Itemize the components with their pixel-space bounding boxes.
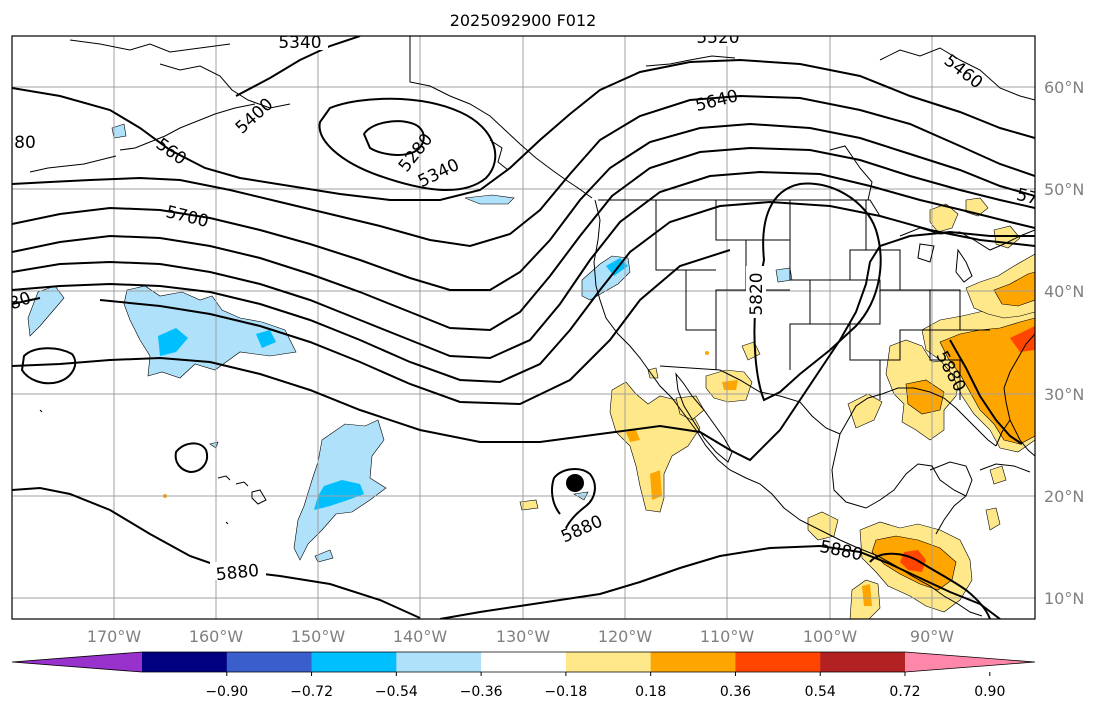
colorbar-tick-label: −0.36 bbox=[460, 684, 503, 700]
colorbar-tick-label: −0.54 bbox=[375, 684, 418, 700]
colorbar-swatch bbox=[735, 652, 821, 672]
lon-tick-90w: 90°W bbox=[910, 627, 954, 646]
colorbar-swatch bbox=[481, 652, 567, 672]
colorbar-swatch bbox=[311, 652, 397, 672]
longitude-tick-labels: 170°W 160°W 150°W 140°W 130°W 120°W 110°… bbox=[87, 627, 954, 646]
storm-center-dot bbox=[566, 474, 584, 492]
lon-tick-120w: 120°W bbox=[598, 627, 653, 646]
lon-tick-110w: 110°W bbox=[700, 627, 755, 646]
colorbar-tick-label: −0.18 bbox=[544, 684, 587, 700]
colorbar-under-arrow bbox=[12, 652, 142, 672]
colorbar-swatch bbox=[226, 652, 313, 672]
contour-label-80-left: 80 bbox=[14, 133, 36, 153]
lon-tick-150w: 150°W bbox=[291, 627, 346, 646]
map-frame bbox=[11, 35, 1036, 620]
map-plot-area: 5340 5520 5460 5400 5640 80 560 5280 534… bbox=[7, 28, 1040, 619]
lat-tick-10n: 10°N bbox=[1044, 589, 1084, 608]
contour-label-5520: 5520 bbox=[696, 28, 739, 48]
colorbar-swatch bbox=[820, 652, 906, 672]
colorbar-swatch bbox=[396, 652, 482, 672]
lat-tick-50n: 50°N bbox=[1044, 180, 1084, 199]
colorbar: −0.90 −0.72 −0.54 −0.36 −0.18 0.18 0.36 0.54 0.7… bbox=[11, 651, 1036, 700]
contour-label-5820: 5820 bbox=[747, 272, 767, 315]
contour-label-5340-top: 5340 bbox=[278, 33, 321, 53]
colorbar-tick-label: −0.72 bbox=[290, 684, 333, 700]
lon-tick-130w: 130°W bbox=[496, 627, 551, 646]
colorbar-outline bbox=[11, 651, 1036, 673]
colorbar-swatch bbox=[565, 652, 652, 672]
lon-tick-160w: 160°W bbox=[189, 627, 244, 646]
colorbar-tick-label: 0.18 bbox=[635, 684, 666, 700]
map-title: 2025092900 F012 bbox=[450, 11, 597, 30]
lon-tick-140w: 140°W bbox=[393, 627, 448, 646]
lat-tick-30n: 30°N bbox=[1044, 385, 1084, 404]
colorbar-over-arrow bbox=[905, 652, 1035, 672]
lat-tick-20n: 20°N bbox=[1044, 487, 1084, 506]
colorbar-swatch bbox=[142, 652, 228, 672]
colorbar-tick-label: 0.36 bbox=[720, 684, 751, 700]
lat-tick-40n: 40°N bbox=[1044, 282, 1084, 301]
contour-label-57: 57 bbox=[1014, 185, 1040, 210]
colorbar-tick-label: −0.90 bbox=[205, 684, 248, 700]
colorbar-tick-label: 0.54 bbox=[805, 684, 836, 700]
lon-tick-170w: 170°W bbox=[87, 627, 142, 646]
lat-tick-60n: 60°N bbox=[1044, 78, 1084, 97]
colorbar-tick-label: 0.90 bbox=[974, 684, 1005, 700]
lon-tick-100w: 100°W bbox=[803, 627, 858, 646]
contour-label-5880-west: 5880 bbox=[215, 561, 260, 585]
latitude-tick-labels: 60°N 50°N 40°N 30°N 20°N 10°N bbox=[1044, 78, 1084, 608]
colorbar-swatch bbox=[650, 652, 736, 672]
graticule-grid bbox=[12, 36, 1035, 619]
height-contours bbox=[12, 36, 1035, 619]
contour-label-80-west: 80 bbox=[7, 288, 34, 314]
colorbar-tick-label: 0.72 bbox=[889, 684, 920, 700]
